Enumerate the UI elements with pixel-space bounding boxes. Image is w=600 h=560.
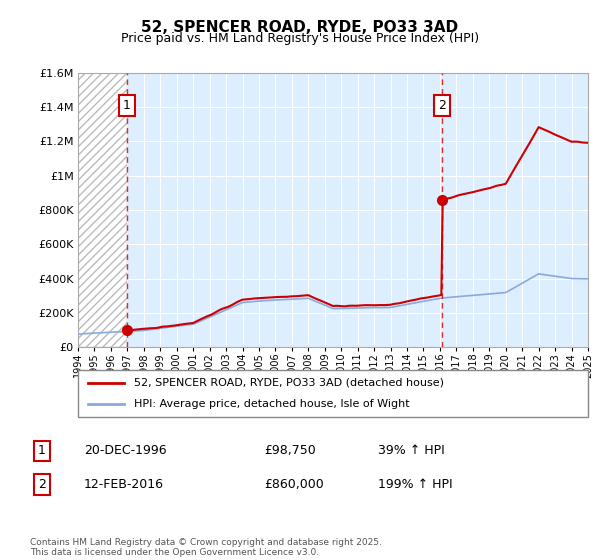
Text: £860,000: £860,000 — [264, 478, 324, 491]
Text: 20-DEC-1996: 20-DEC-1996 — [84, 444, 167, 458]
Text: Contains HM Land Registry data © Crown copyright and database right 2025.
This d: Contains HM Land Registry data © Crown c… — [30, 538, 382, 557]
Text: 199% ↑ HPI: 199% ↑ HPI — [378, 478, 452, 491]
Text: 1: 1 — [38, 444, 46, 458]
Text: 52, SPENCER ROAD, RYDE, PO33 3AD (detached house): 52, SPENCER ROAD, RYDE, PO33 3AD (detach… — [134, 378, 444, 388]
Text: 1: 1 — [123, 99, 131, 112]
Text: 39% ↑ HPI: 39% ↑ HPI — [378, 444, 445, 458]
FancyBboxPatch shape — [78, 370, 588, 417]
Text: 2: 2 — [438, 99, 446, 112]
Text: £98,750: £98,750 — [264, 444, 316, 458]
Text: 2: 2 — [38, 478, 46, 491]
Text: 52, SPENCER ROAD, RYDE, PO33 3AD: 52, SPENCER ROAD, RYDE, PO33 3AD — [142, 20, 458, 35]
Text: Price paid vs. HM Land Registry's House Price Index (HPI): Price paid vs. HM Land Registry's House … — [121, 32, 479, 45]
Text: 12-FEB-2016: 12-FEB-2016 — [84, 478, 164, 491]
Bar — [78, 73, 127, 347]
Text: HPI: Average price, detached house, Isle of Wight: HPI: Average price, detached house, Isle… — [134, 399, 410, 409]
